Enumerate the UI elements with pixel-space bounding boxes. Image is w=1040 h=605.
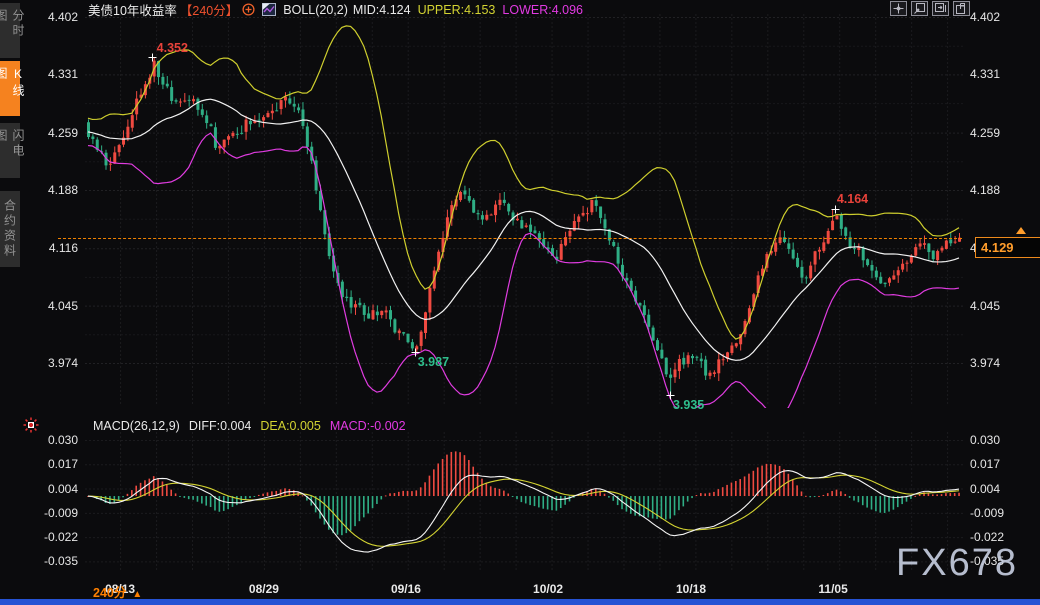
zoom-in-tool-icon[interactable] (932, 1, 949, 16)
boll-upper: UPPER:4.153 (417, 2, 496, 17)
alert-icon[interactable] (23, 417, 39, 438)
chart-header: 美债10年收益率 【240分】 BOLL(20,2) MID:4.124 UPP… (88, 2, 583, 19)
bottom-accent-bar (0, 599, 1040, 605)
snapshot-tool-icon[interactable] (953, 1, 970, 16)
boll-lower: LOWER:4.096 (502, 2, 583, 17)
last-price-line (58, 237, 962, 239)
circle-plus-icon[interactable] (242, 3, 255, 16)
footer-period-selector[interactable]: 240分 ▲ (93, 582, 142, 601)
period-up-arrow-icon: ▲ (132, 589, 143, 600)
last-price-tag[interactable]: 4.129 (975, 236, 1040, 258)
watermark: FX678 (896, 542, 1018, 584)
crosshair-tool-icon[interactable] (890, 1, 907, 16)
boll-mid: MID:4.124 (352, 2, 411, 17)
zoom-area-tool-icon[interactable] (911, 1, 928, 16)
macd-macd: MACD:-0.002 (329, 419, 406, 433)
macd-name: MACD(26,12,9) (93, 419, 180, 433)
chart-toolbar (890, 1, 970, 16)
macd-diff: DIFF:0.004 (188, 419, 252, 433)
last-price-arrow-icon (1016, 226, 1026, 234)
footer-period-label: 240分 (93, 586, 127, 600)
indicator-icon[interactable] (262, 3, 277, 16)
boll-name: BOLL(20,2) (283, 2, 348, 17)
period-tag[interactable]: 【240分】 (179, 4, 239, 18)
macd-dea: DEA:0.005 (260, 419, 321, 433)
macd-header: MACD(26,12,9) DIFF:0.004 DEA:0.005 MACD:… (93, 419, 406, 433)
instrument-title: 美债10年收益率 (88, 4, 177, 18)
